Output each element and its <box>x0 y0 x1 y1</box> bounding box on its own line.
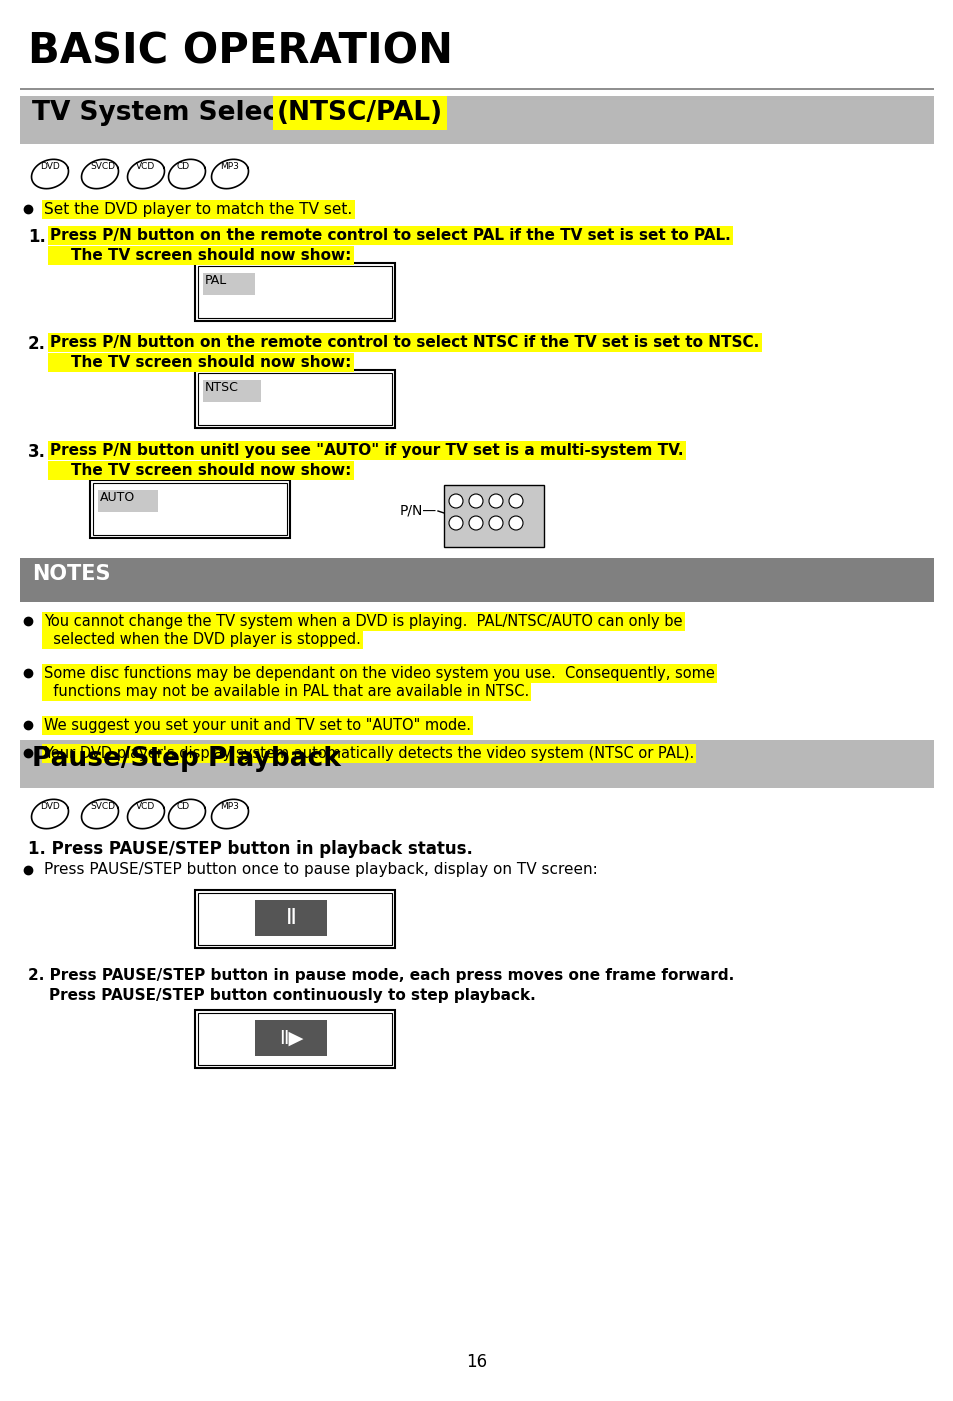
Bar <box>20 740 933 787</box>
Text: BASIC OPERATION: BASIC OPERATION <box>28 29 453 71</box>
Text: 2.: 2. <box>28 335 46 353</box>
Text: We suggest you set your unit and TV set to "AUTO" mode.: We suggest you set your unit and TV set … <box>44 717 471 733</box>
Bar <box>198 1013 392 1065</box>
Text: selected when the DVD player is stopped.: selected when the DVD player is stopped. <box>44 632 360 647</box>
Circle shape <box>509 516 522 530</box>
Bar <box>198 373 392 425</box>
Bar <box>98 490 158 511</box>
Text: Press PAUSE/STEP button continuously to step playback.: Press PAUSE/STEP button continuously to … <box>28 988 536 1003</box>
Bar <box>194 370 395 427</box>
Circle shape <box>489 516 502 530</box>
Text: PAL: PAL <box>205 275 227 287</box>
Text: VCD: VCD <box>136 801 155 811</box>
Text: Ⅱ: Ⅱ <box>285 908 296 927</box>
Text: 16: 16 <box>466 1353 487 1372</box>
Bar <box>254 899 327 936</box>
Text: DVD: DVD <box>40 801 60 811</box>
Bar <box>254 1020 327 1056</box>
Circle shape <box>469 495 482 509</box>
Text: Ⅱ▶: Ⅱ▶ <box>278 1028 303 1048</box>
Text: NOTES: NOTES <box>32 565 111 584</box>
Bar <box>198 266 392 318</box>
Text: functions may not be available in PAL that are available in NTSC.: functions may not be available in PAL th… <box>44 684 529 699</box>
Circle shape <box>449 516 462 530</box>
Text: The TV screen should now show:: The TV screen should now show: <box>50 462 351 478</box>
Text: MP3: MP3 <box>220 163 238 171</box>
Text: VCD: VCD <box>136 163 155 171</box>
Text: P/N—: P/N— <box>399 503 436 517</box>
Bar <box>194 1010 395 1068</box>
Text: 3.: 3. <box>28 443 46 461</box>
Bar <box>92 483 287 535</box>
Text: DVD: DVD <box>40 163 60 171</box>
Text: Some disc functions may be dependant on the video system you use.  Consequently,: Some disc functions may be dependant on … <box>44 665 714 681</box>
Bar <box>90 481 290 538</box>
Text: Your DVD player's display system automatically detects the video system (NTSC or: Your DVD player's display system automat… <box>44 745 694 761</box>
Bar <box>203 273 254 296</box>
Text: SVCD: SVCD <box>90 163 115 171</box>
Text: MP3: MP3 <box>220 801 238 811</box>
Bar <box>443 485 543 546</box>
Text: The TV screen should now show:: The TV screen should now show: <box>50 248 351 263</box>
Text: CD: CD <box>177 801 190 811</box>
Text: NTSC: NTSC <box>205 381 238 394</box>
Text: You cannot change the TV system when a DVD is playing.  PAL/NTSC/AUTO can only b: You cannot change the TV system when a D… <box>44 614 681 629</box>
Text: The TV screen should now show:: The TV screen should now show: <box>50 354 351 370</box>
Text: Press PAUSE/STEP button once to pause playback, display on TV screen:: Press PAUSE/STEP button once to pause pl… <box>44 862 598 877</box>
Text: Press P/N button on the remote control to select PAL if the TV set is set to PAL: Press P/N button on the remote control t… <box>50 228 730 242</box>
Text: SVCD: SVCD <box>90 801 115 811</box>
Bar <box>20 88 933 90</box>
Bar <box>20 97 933 144</box>
Text: 1.: 1. <box>28 228 46 247</box>
Text: 2. Press PAUSE/STEP button in pause mode, each press moves one frame forward.: 2. Press PAUSE/STEP button in pause mode… <box>28 968 734 984</box>
Text: AUTO: AUTO <box>100 490 135 504</box>
Text: Set the DVD player to match the TV set.: Set the DVD player to match the TV set. <box>44 202 352 217</box>
Circle shape <box>469 516 482 530</box>
Bar <box>198 892 392 946</box>
Circle shape <box>449 495 462 509</box>
Text: (NTSC/PAL): (NTSC/PAL) <box>276 99 442 126</box>
Text: 1. Press PAUSE/STEP button in playback status.: 1. Press PAUSE/STEP button in playback s… <box>28 841 473 857</box>
Bar <box>203 380 261 402</box>
Text: Pause/Step Playback: Pause/Step Playback <box>32 745 340 772</box>
Bar <box>194 263 395 321</box>
Bar <box>20 558 933 602</box>
Circle shape <box>489 495 502 509</box>
Text: Press P/N button unitl you see "AUTO" if your TV set is a multi-system TV.: Press P/N button unitl you see "AUTO" if… <box>50 443 682 458</box>
Circle shape <box>509 495 522 509</box>
Bar <box>194 890 395 948</box>
Text: TV System Selection: TV System Selection <box>32 99 346 126</box>
Text: CD: CD <box>177 163 190 171</box>
Text: Press P/N button on the remote control to select NTSC if the TV set is set to NT: Press P/N button on the remote control t… <box>50 335 759 350</box>
